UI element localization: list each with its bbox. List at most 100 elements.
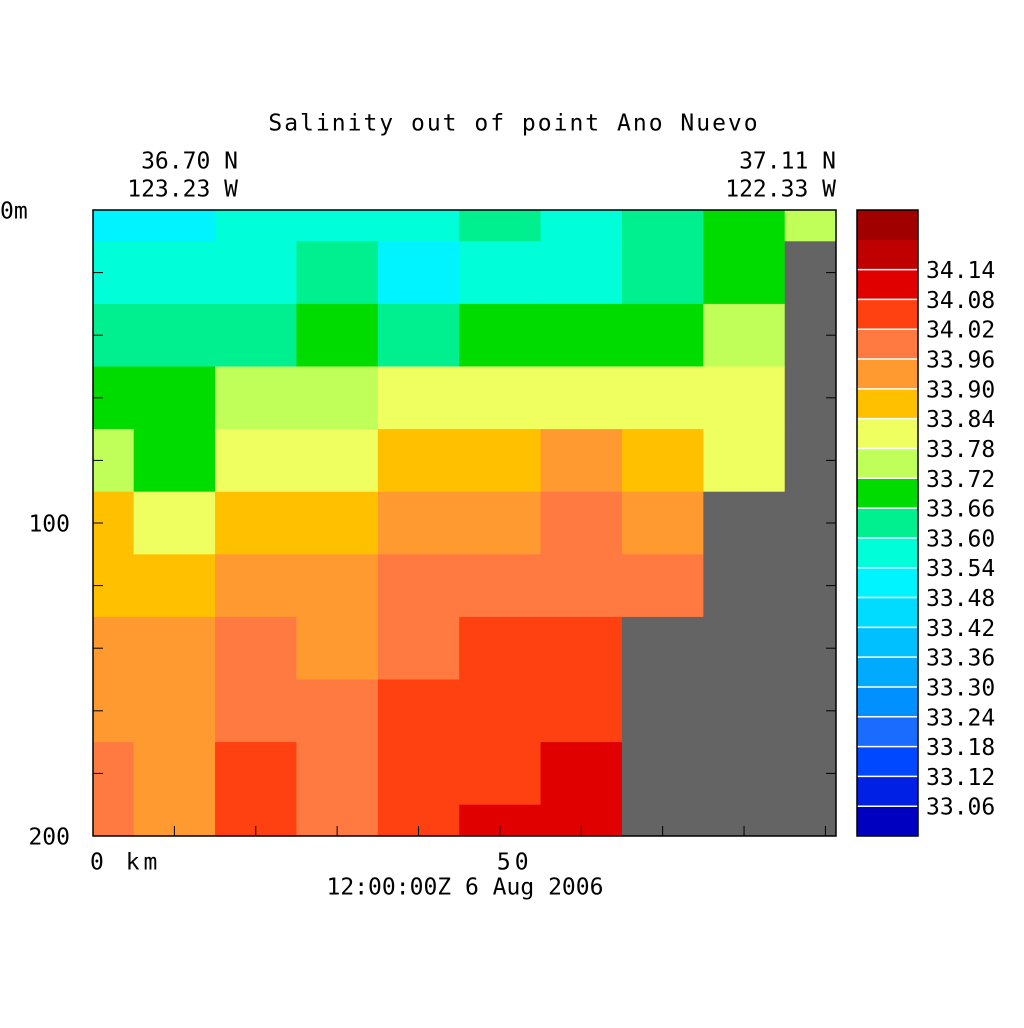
chart-title: Salinity out of point Ano Nuevo: [268, 111, 759, 137]
land: [784, 804, 837, 837]
salinity-cell: [133, 679, 216, 743]
colorbar-swatch: [857, 239, 918, 270]
salinity-cell: [621, 303, 704, 367]
salinity-cell: [621, 491, 704, 555]
land: [621, 679, 704, 743]
salinity-cell: [377, 742, 460, 806]
salinity-cell: [133, 491, 216, 555]
colorbar-swatch: [857, 627, 918, 658]
salinity-cell: [133, 366, 216, 430]
colorbar-label: 33.18: [926, 735, 995, 761]
salinity-cell: [296, 303, 379, 367]
salinity-cell: [703, 241, 786, 305]
salinity-cell: [540, 210, 623, 242]
salinity-cell: [540, 554, 623, 618]
salinity-cell: [703, 366, 786, 430]
colorbar-label: 33.06: [926, 795, 995, 821]
salinity-cell: [296, 679, 379, 743]
y-tick-label: 0m: [0, 199, 28, 225]
corner-label: 36.70 N: [141, 149, 238, 175]
salinity-cell: [296, 554, 379, 618]
salinity-cell: [377, 429, 460, 493]
salinity-cell: [459, 554, 542, 618]
salinity-cell: [377, 616, 460, 680]
corner-label: 123.23 W: [127, 177, 238, 203]
colorbar-swatch: [857, 478, 918, 509]
salinity-cell: [459, 366, 542, 430]
colorbar-label: 33.48: [926, 586, 995, 612]
colorbar-label: 33.12: [926, 765, 995, 791]
salinity-cell: [377, 366, 460, 430]
salinity-cell: [703, 429, 786, 493]
salinity-cell: [93, 210, 135, 242]
salinity-cell: [459, 210, 542, 242]
colorbar-label: 33.36: [926, 646, 995, 672]
salinity-cell: [215, 616, 297, 680]
salinity-cell: [215, 491, 297, 555]
colorbar-label: 33.78: [926, 437, 995, 463]
land: [703, 742, 786, 806]
salinity-cell: [296, 210, 379, 242]
colorbar-swatch: [857, 448, 918, 479]
time-label: 12:00:00Z 6 Aug 2006: [327, 875, 604, 901]
salinity-cell: [296, 429, 379, 493]
salinity-cell: [459, 679, 542, 743]
salinity-cell: [459, 241, 542, 305]
salinity-cell: [133, 210, 216, 242]
y-tick-label: 200: [28, 825, 70, 851]
colorbar-swatch: [857, 597, 918, 628]
colorbar-label: 33.54: [926, 556, 995, 582]
colorbar-swatch: [857, 716, 918, 747]
salinity-cell: [459, 616, 542, 680]
colorbar-label: 34.14: [926, 258, 995, 284]
salinity-cell: [296, 241, 379, 305]
colorbar-swatch: [857, 269, 918, 300]
salinity-cell: [703, 303, 786, 367]
salinity-cell: [215, 742, 297, 806]
colorbar-swatch: [857, 686, 918, 718]
salinity-cell: [215, 679, 297, 743]
salinity-cell: [621, 241, 704, 305]
salinity-cell: [93, 804, 135, 837]
salinity-cell: [133, 616, 216, 680]
salinity-cell: [215, 366, 297, 430]
salinity-cell: [459, 742, 542, 806]
colorbar-label: 33.60: [926, 526, 995, 552]
corner-label: 37.11 N: [739, 149, 836, 175]
salinity-cell: [540, 366, 623, 430]
colorbar-label: 34.02: [926, 318, 995, 344]
salinity-cell: [377, 554, 460, 618]
salinity-cell: [215, 210, 297, 242]
salinity-cell: [133, 241, 216, 305]
salinity-cell: [784, 210, 837, 242]
salinity-cell: [621, 366, 704, 430]
colorbar-swatch: [857, 776, 918, 807]
salinity-cell: [459, 429, 542, 493]
colorbar-swatch: [857, 657, 918, 688]
colorbar-label: 33.72: [926, 467, 995, 493]
land: [621, 742, 704, 806]
land: [621, 616, 704, 680]
colorbar-label: 33.66: [926, 497, 995, 523]
salinity-cell: [215, 241, 297, 305]
salinity-cell: [133, 429, 216, 493]
colorbar-swatch: [857, 418, 918, 449]
salinity-cell: [621, 210, 704, 242]
salinity-cell: [377, 679, 460, 743]
salinity-cell: [296, 742, 379, 806]
salinity-cell: [133, 554, 216, 618]
y-tick-label: 100: [28, 512, 70, 538]
colorbar-label: 33.42: [926, 616, 995, 642]
salinity-cell: [215, 429, 297, 493]
salinity-cell: [215, 554, 297, 618]
salinity-cell: [377, 491, 460, 555]
land: [703, 679, 786, 743]
salinity-cell: [296, 366, 379, 430]
salinity-cell: [296, 491, 379, 555]
colorbar-label: 33.84: [926, 407, 995, 433]
salinity-cell: [540, 491, 623, 555]
colorbar-swatch: [857, 359, 918, 390]
salinity-cell: [133, 742, 216, 806]
colorbar-label: 33.96: [926, 348, 995, 374]
